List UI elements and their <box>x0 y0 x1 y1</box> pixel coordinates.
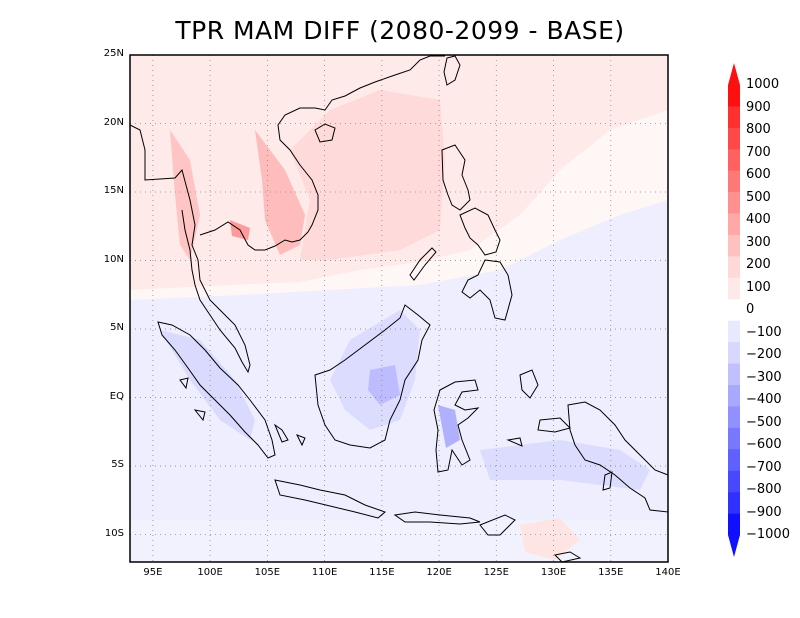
colorbar-swatch <box>728 235 740 257</box>
coastline-borneo <box>314 304 431 449</box>
colorbar-tick-label: 300 <box>746 234 771 250</box>
colorbar-swatch <box>728 492 740 514</box>
colorbar-tick-label: 600 <box>746 167 771 182</box>
colorbar-swatch <box>728 256 740 279</box>
lat-tick-label: 5S <box>111 459 124 471</box>
coastline-philippines-central <box>459 207 513 321</box>
colorbar-tick-label: 700 <box>746 144 771 160</box>
colorbar-arrow-max <box>728 63 740 85</box>
colorbar-tick-label: −400 <box>746 392 782 407</box>
colorbar-swatch <box>728 320 740 343</box>
lat-tick-label: 10S <box>104 527 124 539</box>
colorbar-swatch <box>728 299 740 322</box>
lon-tick-label: 125E <box>483 567 509 578</box>
lon-tick-label: 100E <box>197 567 223 578</box>
colorbar-arrow-min <box>728 535 740 557</box>
colorbar-tick-label: 200 <box>746 257 771 272</box>
colorbar-tick-label: −300 <box>746 369 782 385</box>
colorbar-tick-label: −200 <box>746 347 782 362</box>
map-title: TPR MAM DIFF (2080-2099 - BASE) <box>175 16 625 45</box>
colorbar-tick-label: −1000 <box>746 527 790 542</box>
map-frame <box>129 54 669 563</box>
negative-anomaly-sulawesi <box>438 405 460 448</box>
colorbar-tick-label: 800 <box>746 122 771 137</box>
coastline-java <box>274 479 386 519</box>
positive-anomaly-south <box>520 518 580 560</box>
negative-anomaly-sumatra <box>160 330 255 440</box>
colorbar-swatch <box>728 106 740 129</box>
lat-tick-label: 20N <box>103 116 124 128</box>
coastline-taiwan <box>443 55 461 86</box>
lat-tick-label: 25N <box>103 48 124 59</box>
lon-tick-label: 130E <box>540 567 567 578</box>
colorbar-tick-label: −700 <box>746 459 782 475</box>
coastline-palawan <box>409 247 437 281</box>
colorbar-swatch <box>728 513 740 536</box>
coastline-hainan <box>314 123 336 143</box>
lon-tick-label: 110E <box>311 567 338 578</box>
coastline-sumatra <box>157 321 276 459</box>
colorbar-swatch <box>728 342 740 364</box>
colorbar-tick-label: 1000 <box>746 77 780 92</box>
positive-anomaly-sea <box>290 90 445 260</box>
lat-tick-label: 15N <box>103 185 124 197</box>
colorbar-swatch <box>728 170 740 193</box>
colorbar-swatch <box>728 363 740 386</box>
colorbar-tick-label: −100 <box>746 324 782 340</box>
colorbar-tick-label: −600 <box>746 437 782 452</box>
colorbar-swatch <box>728 427 740 450</box>
negative-anomaly-borneo-core <box>368 365 400 405</box>
colorbar-swatch <box>728 277 740 300</box>
coastline-maluku <box>519 369 571 433</box>
colorbar <box>728 63 740 557</box>
lon-tick-label: 105E <box>254 567 281 578</box>
coastline-sulawesi <box>433 379 480 473</box>
colorbar-swatch <box>728 149 740 172</box>
colorbar-tick-label: 400 <box>746 212 771 227</box>
colorbar-swatch <box>728 127 740 150</box>
colorbar-tick-label: −900 <box>746 504 782 520</box>
coastline-mainland-asia <box>129 55 445 374</box>
colorbar-swatch <box>728 213 740 236</box>
colorbar-tick-label: 0 <box>746 302 755 317</box>
colorbar-swatch <box>728 470 740 493</box>
coastline-luzon <box>441 144 471 211</box>
colorbar-tick-label: −500 <box>746 414 782 430</box>
colorbar-tick-label: 100 <box>746 279 771 295</box>
colorbar-swatch <box>728 192 740 214</box>
lat-tick-label: EQ <box>109 390 124 402</box>
map-lower-strip <box>130 520 668 562</box>
lon-tick-label: 115E <box>369 567 395 578</box>
coastlines <box>129 55 669 563</box>
coastline-lesser-sunda <box>393 511 516 536</box>
negative-anomaly-east <box>480 440 650 490</box>
colorbar-swatch <box>728 85 740 107</box>
lon-tick-label: 95E <box>143 567 163 578</box>
lon-tick-label: 120E <box>426 567 452 578</box>
colorbar-tick-label: −800 <box>746 482 782 497</box>
map-panel <box>129 54 669 563</box>
coastline-small-islands <box>179 377 613 563</box>
coastline-new-guinea <box>567 401 669 513</box>
lat-tick-label: 10N <box>103 253 124 265</box>
colorbar-swatch <box>728 406 740 429</box>
colorbar-tick-label: 900 <box>746 99 771 115</box>
colorbar-swatch <box>728 385 740 407</box>
lon-tick-label: 135E <box>598 567 624 578</box>
colorbar-swatch <box>728 449 740 472</box>
positive-anomaly-land-burma <box>170 130 200 260</box>
lon-tick-label: 140E <box>655 567 681 578</box>
positive-anomaly-land-indochina <box>255 130 305 255</box>
colorbar-tick-label: 500 <box>746 189 771 205</box>
lat-tick-label: 5N <box>110 322 124 334</box>
